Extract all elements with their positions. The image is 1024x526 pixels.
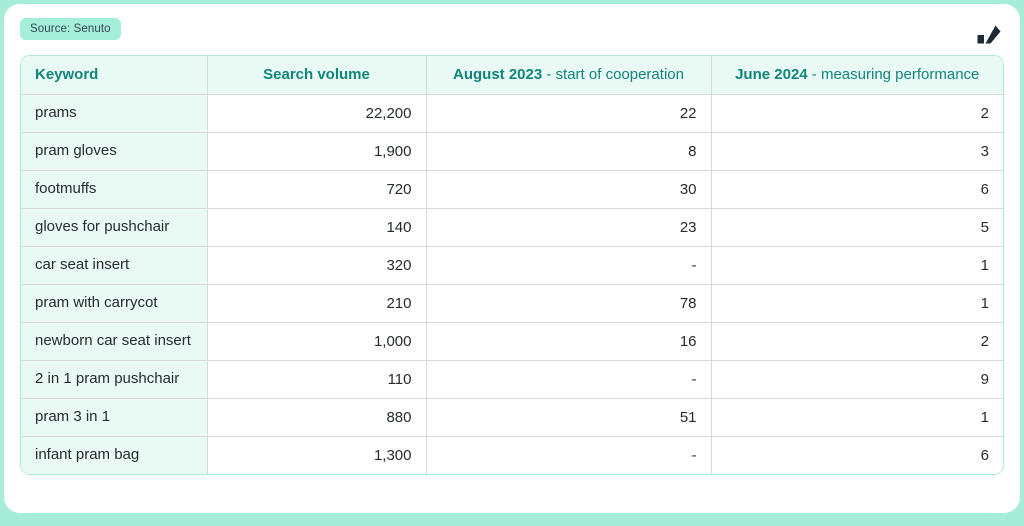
jun-2024-cell: 3 — [710, 131, 1003, 171]
jun-2024-cell: 1 — [710, 245, 1003, 285]
header-august-2023-bold: August 2023 — [453, 66, 543, 84]
volume-cell: 1,000 — [206, 321, 427, 361]
table-body: prams 22,200 22 2 pram gloves 1,900 8 3 … — [21, 93, 1003, 474]
keyword-cell: prams — [21, 93, 208, 133]
keyword-cell: car seat insert — [21, 245, 208, 285]
volume-cell: 22,200 — [206, 93, 427, 133]
jun-2024-cell: 6 — [710, 435, 1003, 474]
volume-cell: 210 — [206, 283, 427, 323]
jun-2024-cell: 5 — [710, 207, 1003, 247]
header-keyword: Keyword — [21, 56, 208, 95]
table-row: infant pram bag 1,300 - 6 — [21, 435, 1003, 474]
volume-cell: 720 — [206, 169, 427, 209]
header-august-2023-rest: - start of cooperation — [542, 66, 684, 84]
content-card: Source: Senuto Keyword Search volume Aug… — [4, 4, 1020, 513]
keyword-cell: pram with carrycot — [21, 283, 208, 323]
table-row: 2 in 1 pram pushchair 110 - 9 — [21, 359, 1003, 399]
volume-cell: 1,900 — [206, 131, 427, 171]
jun-2024-cell: 2 — [710, 93, 1003, 133]
jun-2024-cell: 1 — [710, 397, 1003, 437]
keyword-cell: newborn car seat insert — [21, 321, 208, 361]
header-august-2023: August 2023 - start of cooperation — [425, 56, 712, 95]
keyword-cell: infant pram bag — [21, 435, 208, 474]
header-june-2024-rest: - measuring performance — [807, 66, 980, 84]
table-row: pram with carrycot 210 78 1 — [21, 283, 1003, 323]
aug-2023-cell: 22 — [425, 93, 712, 133]
aug-2023-cell: 23 — [425, 207, 712, 247]
volume-cell: 320 — [206, 245, 427, 285]
table-row: gloves for pushchair 140 23 5 — [21, 207, 1003, 247]
volume-cell: 110 — [206, 359, 427, 399]
volume-cell: 1,300 — [206, 435, 427, 474]
aug-2023-cell: 16 — [425, 321, 712, 361]
aug-2023-cell: 51 — [425, 397, 712, 437]
volume-cell: 880 — [206, 397, 427, 437]
table-row: newborn car seat insert 1,000 16 2 — [21, 321, 1003, 361]
aug-2023-cell: 78 — [425, 283, 712, 323]
table-row: pram gloves 1,900 8 3 — [21, 131, 1003, 171]
data-table: Keyword Search volume August 2023 - star… — [21, 56, 1003, 474]
keyword-cell: gloves for pushchair — [21, 207, 208, 247]
header-june-2024-bold: June 2024 — [735, 66, 808, 84]
keyword-cell: footmuffs — [21, 169, 208, 209]
aug-2023-cell: 30 — [425, 169, 712, 209]
keyword-performance-table: Keyword Search volume August 2023 - star… — [20, 55, 1004, 475]
jun-2024-cell: 1 — [710, 283, 1003, 323]
senuto-logo-icon — [977, 25, 1001, 44]
table-row: prams 22,200 22 2 — [21, 93, 1003, 133]
aug-2023-cell: - — [425, 245, 712, 285]
header-search-volume: Search volume — [206, 56, 427, 95]
jun-2024-cell: 2 — [710, 321, 1003, 361]
jun-2024-cell: 9 — [710, 359, 1003, 399]
keyword-cell: pram 3 in 1 — [21, 397, 208, 437]
aug-2023-cell: 8 — [425, 131, 712, 171]
header-june-2024: June 2024 - measuring performance — [710, 56, 1003, 95]
header-row: Keyword Search volume August 2023 - star… — [21, 56, 1003, 95]
keyword-cell: pram gloves — [21, 131, 208, 171]
jun-2024-cell: 6 — [710, 169, 1003, 209]
keyword-cell: 2 in 1 pram pushchair — [21, 359, 208, 399]
aug-2023-cell: - — [425, 435, 712, 474]
aug-2023-cell: - — [425, 359, 712, 399]
table-header: Keyword Search volume August 2023 - star… — [21, 56, 1003, 95]
table-row: pram 3 in 1 880 51 1 — [21, 397, 1003, 437]
table-row: footmuffs 720 30 6 — [21, 169, 1003, 209]
volume-cell: 140 — [206, 207, 427, 247]
table-row: car seat insert 320 - 1 — [21, 245, 1003, 285]
source-badge: Source: Senuto — [20, 18, 121, 40]
